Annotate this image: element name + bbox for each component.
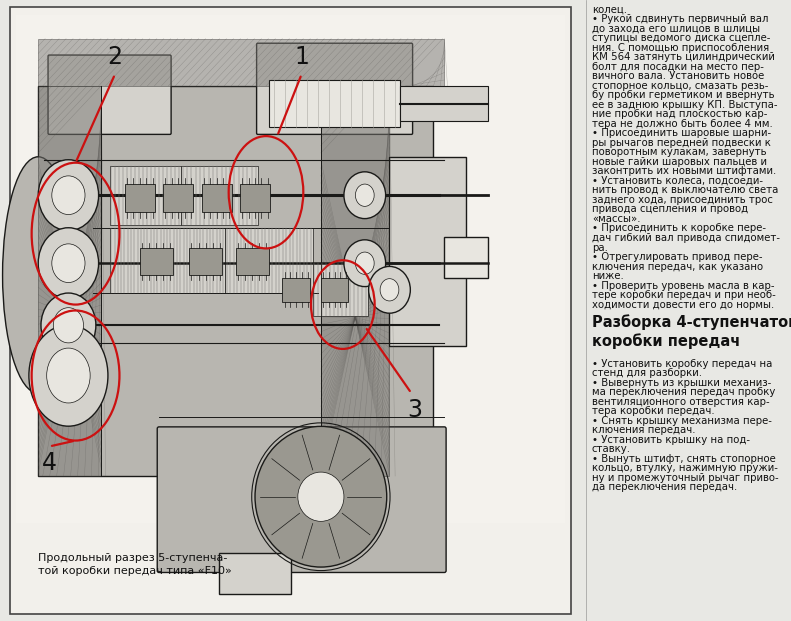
Text: ходимости довести его до нормы.: ходимости довести его до нормы. xyxy=(592,299,774,309)
Bar xyxy=(110,166,181,225)
Text: поворотным кулакам, завернуть: поворотным кулакам, завернуть xyxy=(592,148,766,158)
Bar xyxy=(321,86,389,476)
Text: 3: 3 xyxy=(407,398,422,422)
Text: 1: 1 xyxy=(294,45,309,69)
Bar xyxy=(282,278,310,302)
Text: • Проверить уровень масла в кар-: • Проверить уровень масла в кар- xyxy=(592,281,774,291)
Text: тере коробки передач и при необ-: тере коробки передач и при необ- xyxy=(592,290,776,300)
Bar xyxy=(400,86,488,121)
Text: • Установить коробку передач на: • Установить коробку передач на xyxy=(592,359,772,369)
Ellipse shape xyxy=(29,325,108,426)
Ellipse shape xyxy=(52,244,85,283)
Text: ключения передач, как указано: ключения передач, как указано xyxy=(592,261,763,271)
FancyBboxPatch shape xyxy=(219,553,291,594)
Circle shape xyxy=(255,427,387,567)
Bar xyxy=(269,80,400,127)
Text: законтрить их новыми штифтами.: законтрить их новыми штифтами. xyxy=(592,166,776,176)
Bar xyxy=(202,184,232,212)
FancyBboxPatch shape xyxy=(389,156,467,346)
Bar xyxy=(240,184,270,212)
Text: стопорное кольцо, смазать резь-: стопорное кольцо, смазать резь- xyxy=(592,81,768,91)
Text: тера не должно быть более 4 мм.: тера не должно быть более 4 мм. xyxy=(592,119,773,129)
Bar xyxy=(189,248,222,274)
Bar xyxy=(110,228,225,292)
Ellipse shape xyxy=(2,156,74,393)
FancyBboxPatch shape xyxy=(256,43,413,134)
Bar xyxy=(163,184,193,212)
Text: • Присоединить шаровые шарни-: • Присоединить шаровые шарни- xyxy=(592,129,771,138)
Text: • Установить колеса, подсоеди-: • Установить колеса, подсоеди- xyxy=(592,176,763,186)
Text: • Установить крышку на под-: • Установить крышку на под- xyxy=(592,435,750,445)
Ellipse shape xyxy=(344,172,386,219)
Text: ну и промежуточный рычаг приво-: ну и промежуточный рычаг приво- xyxy=(592,473,778,483)
Text: Продольный разрез 5-ступенча-
той коробки передач типа «F10»: Продольный разрез 5-ступенча- той коробк… xyxy=(38,553,232,576)
FancyBboxPatch shape xyxy=(38,86,433,476)
Ellipse shape xyxy=(355,252,374,274)
Ellipse shape xyxy=(369,266,411,313)
Text: до захода его шлицов в шлицы: до захода его шлицов в шлицы xyxy=(592,24,760,34)
Text: «массы».: «массы». xyxy=(592,214,641,224)
Ellipse shape xyxy=(344,240,386,287)
Text: • Вынуть штифт, снять стопорное: • Вынуть штифт, снять стопорное xyxy=(592,454,776,464)
Text: заднего хода, присоединить трос: заднего хода, присоединить трос xyxy=(592,195,773,205)
Text: болт для посадки на место пер-: болт для посадки на место пер- xyxy=(592,62,764,72)
Text: кольцо, втулку, нажимную пружи-: кольцо, втулку, нажимную пружи- xyxy=(592,463,778,473)
Text: • Присоединить к коробке пере-: • Присоединить к коробке пере- xyxy=(592,224,766,233)
Ellipse shape xyxy=(38,228,99,299)
Ellipse shape xyxy=(380,279,399,301)
Ellipse shape xyxy=(41,293,96,358)
Ellipse shape xyxy=(38,160,99,230)
Text: тера коробки передач.: тера коробки передач. xyxy=(592,406,714,416)
Text: Разборка 4-ступенчатой
коробки передач: Разборка 4-ступенчатой коробки передач xyxy=(592,314,791,349)
Text: КМ 564 затянуть цилиндрический: КМ 564 затянуть цилиндрический xyxy=(592,53,774,63)
Text: колец.: колец. xyxy=(592,5,626,15)
Bar xyxy=(125,184,155,212)
Text: ры рычагов передней подвески к: ры рычагов передней подвески к xyxy=(592,138,770,148)
Text: нить провод к выключателю света: нить провод к выключателю света xyxy=(592,186,778,196)
Circle shape xyxy=(298,472,344,522)
Text: стенд для разборки.: стенд для разборки. xyxy=(592,368,702,378)
Text: вентиляционного отверстия кар-: вентиляционного отверстия кар- xyxy=(592,397,770,407)
Bar xyxy=(181,166,258,225)
Text: да переключения передач.: да переключения передач. xyxy=(592,483,737,492)
Text: • Рукой сдвинуть первичный вал: • Рукой сдвинуть первичный вал xyxy=(592,14,768,24)
FancyBboxPatch shape xyxy=(445,237,488,278)
Bar xyxy=(321,278,348,302)
Bar xyxy=(312,263,368,317)
Text: ра.: ра. xyxy=(592,243,607,253)
Text: • Отрегулировать привод пере-: • Отрегулировать привод пере- xyxy=(592,252,763,262)
Text: ее в заднюю крышку КП. Выступа-: ее в заднюю крышку КП. Выступа- xyxy=(592,100,778,110)
Bar xyxy=(225,228,312,292)
Text: привода сцепления и провод: привода сцепления и провод xyxy=(592,204,748,214)
Text: вичного вала. Установить новое: вичного вала. Установить новое xyxy=(592,71,764,81)
Bar xyxy=(17,15,565,524)
Ellipse shape xyxy=(355,184,374,206)
Text: ключения передач.: ключения передач. xyxy=(592,425,695,435)
Bar xyxy=(38,39,445,86)
Bar xyxy=(236,248,269,274)
Text: ма переключения передач пробку: ма переключения передач пробку xyxy=(592,388,775,397)
FancyBboxPatch shape xyxy=(48,55,171,134)
FancyBboxPatch shape xyxy=(157,427,446,573)
Bar xyxy=(140,248,172,274)
Text: ниже.: ниже. xyxy=(592,271,623,281)
Bar xyxy=(38,86,101,476)
Text: ставку.: ставку. xyxy=(592,444,631,454)
Text: бу пробки герметиком и ввернуть: бу пробки герметиком и ввернуть xyxy=(592,91,774,101)
Ellipse shape xyxy=(53,307,84,343)
Text: новые гайки шаровых пальцев и: новые гайки шаровых пальцев и xyxy=(592,157,766,167)
Text: ние пробки над плоскостью кар-: ние пробки над плоскостью кар- xyxy=(592,109,767,119)
Text: 2: 2 xyxy=(108,45,123,69)
Text: 4: 4 xyxy=(42,451,57,476)
Ellipse shape xyxy=(52,176,85,215)
Text: • Вывернуть из крышки механиз-: • Вывернуть из крышки механиз- xyxy=(592,378,771,388)
Text: дач гибкий вал привода спидомет-: дач гибкий вал привода спидомет- xyxy=(592,233,780,243)
Ellipse shape xyxy=(47,348,90,403)
Text: • Снять крышку механизма пере-: • Снять крышку механизма пере- xyxy=(592,415,772,426)
Text: ния. С помощью приспособления: ния. С помощью приспособления xyxy=(592,43,769,53)
Text: ступицы ведомого диска сцепле-: ступицы ведомого диска сцепле- xyxy=(592,34,770,43)
